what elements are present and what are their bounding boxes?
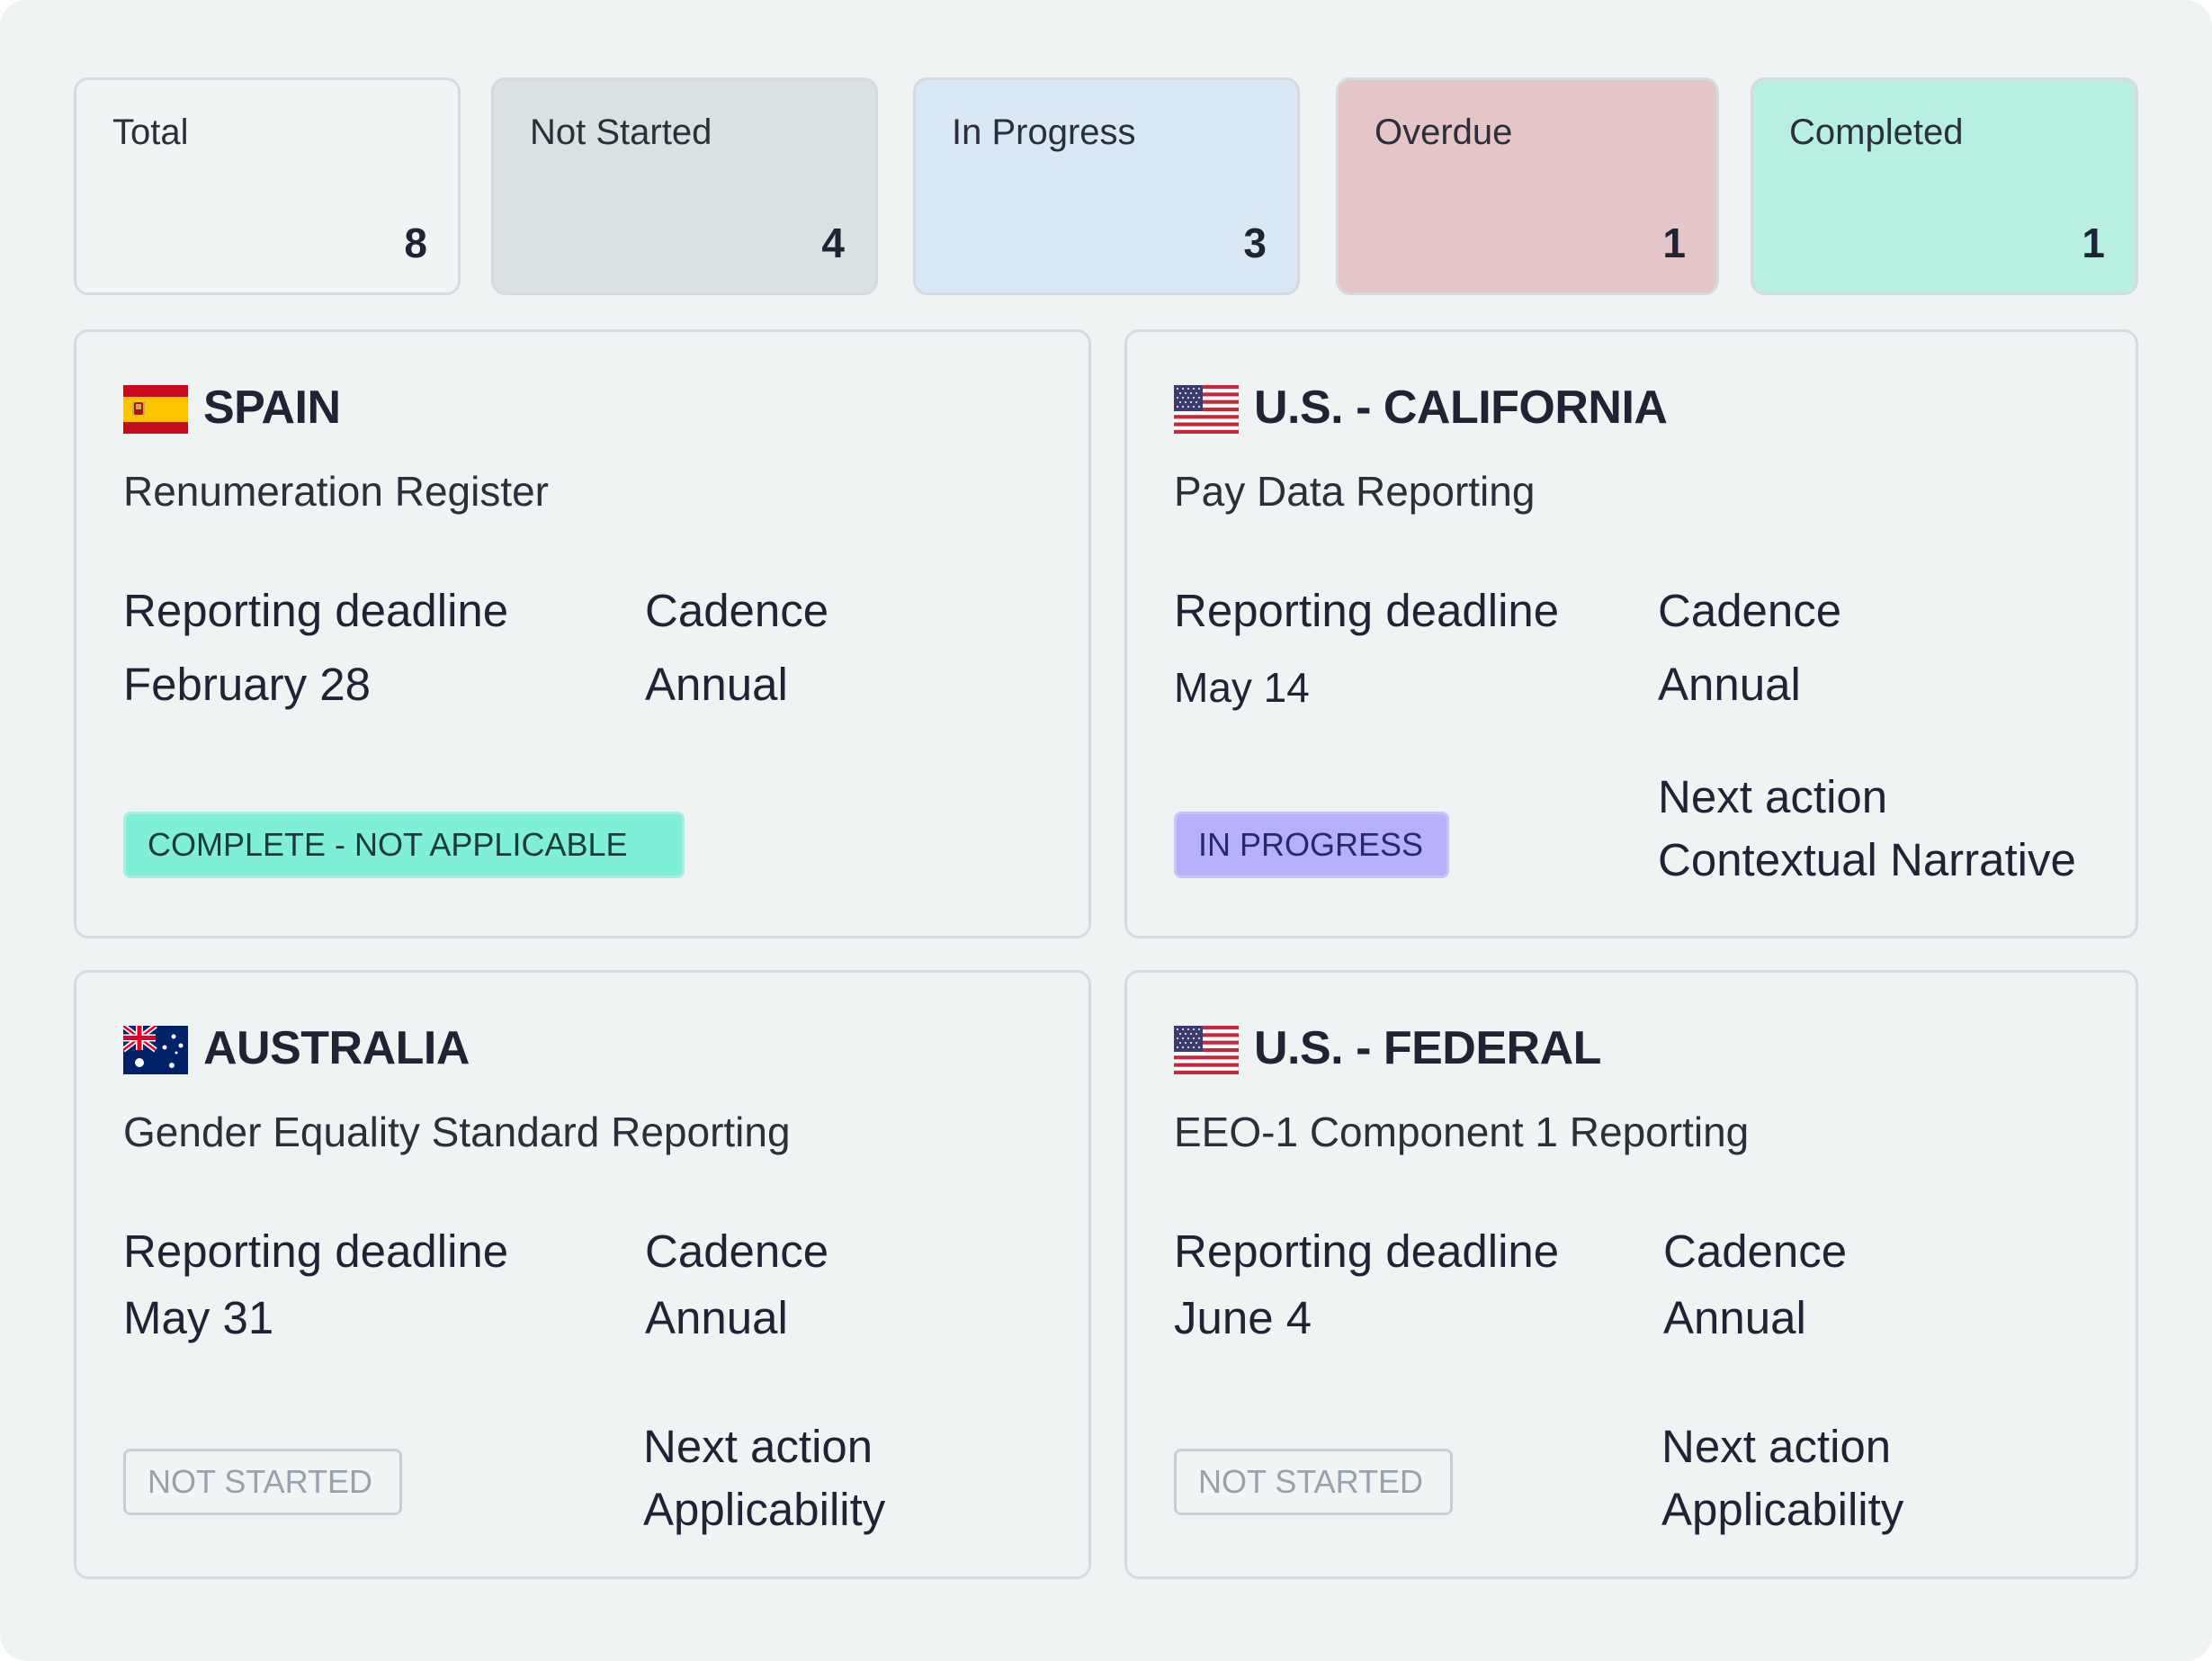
status-badge: NOT STARTED [123, 1449, 402, 1515]
deadline-label: Reporting deadline [123, 585, 509, 636]
cadence-label: Cadence [645, 585, 829, 636]
spain-flag-icon [123, 385, 188, 434]
us-flag-icon [1174, 1026, 1239, 1074]
cadence-value: Annual [645, 1292, 788, 1343]
deadline-value: May 31 [123, 1292, 274, 1343]
status-badge: COMPLETE - NOT APPLICABLE [123, 812, 685, 878]
country-name: U.S. - FEDERAL [1254, 1022, 1601, 1074]
deadline-label: Reporting deadline [1174, 1226, 1560, 1277]
stat-label: Not Started [530, 112, 712, 152]
stat-card-total[interactable]: Total 8 [74, 77, 461, 295]
compliance-card-us-california[interactable]: U.S. - CALIFORNIA Pay Data Reporting Rep… [1124, 329, 2138, 938]
compliance-card-us-federal[interactable]: U.S. - FEDERAL EEO-1 Component 1 Reporti… [1124, 970, 2138, 1579]
cadence-label: Cadence [645, 1226, 829, 1277]
cadence-value: Annual [645, 659, 788, 710]
program-name: EEO-1 Component 1 Reporting [1174, 1109, 1750, 1155]
stat-label: Completed [1789, 112, 1964, 152]
cadence-value: Annual [1658, 659, 1801, 710]
next-action-value: Applicability [1661, 1484, 1904, 1535]
stat-count: 1 [1662, 220, 1686, 266]
next-action-label: Next action [1661, 1421, 1892, 1472]
stat-card-not-started[interactable]: Not Started 4 [491, 77, 878, 295]
stat-label: Total [112, 112, 189, 152]
us-flag-icon [1174, 385, 1239, 434]
cadence-value: Annual [1663, 1292, 1806, 1343]
next-action-value: Contextual Narrative [1658, 834, 2076, 885]
next-action-label: Next action [1658, 771, 1888, 822]
compliance-card-spain[interactable]: SPAIN Renumeration Register Reporting de… [74, 329, 1091, 938]
deadline-label: Reporting deadline [123, 1226, 509, 1277]
stat-card-completed[interactable]: Completed 1 [1751, 77, 2138, 295]
deadline-value: May 14 [1174, 664, 1310, 711]
deadline-value: June 4 [1174, 1292, 1312, 1343]
stat-card-in-progress[interactable]: In Progress 3 [913, 77, 1300, 295]
stat-count: 4 [821, 220, 845, 266]
country-name: U.S. - CALIFORNIA [1254, 382, 1668, 434]
stat-count: 8 [404, 220, 427, 266]
country-name: AUSTRALIA [203, 1022, 470, 1074]
stat-label: Overdue [1375, 112, 1513, 152]
deadline-value: February 28 [123, 659, 371, 710]
deadline-label: Reporting deadline [1174, 585, 1560, 636]
next-action-value: Applicability [643, 1484, 886, 1535]
stat-label: In Progress [952, 112, 1136, 152]
stat-count: 3 [1243, 220, 1267, 266]
country-name: SPAIN [203, 382, 341, 434]
australia-flag-icon [123, 1026, 188, 1074]
program-name: Pay Data Reporting [1174, 468, 1536, 515]
status-badge: NOT STARTED [1174, 1449, 1453, 1515]
program-name: Gender Equality Standard Reporting [123, 1109, 791, 1155]
program-name: Renumeration Register [123, 468, 550, 515]
stat-card-overdue[interactable]: Overdue 1 [1336, 77, 1719, 295]
next-action-label: Next action [643, 1421, 873, 1472]
stat-count: 1 [2082, 220, 2105, 266]
cadence-label: Cadence [1663, 1226, 1848, 1277]
status-badge: IN PROGRESS [1174, 812, 1449, 878]
compliance-card-australia[interactable]: AUSTRALIA Gender Equality Standard Repor… [74, 970, 1091, 1579]
cadence-label: Cadence [1658, 585, 1842, 636]
